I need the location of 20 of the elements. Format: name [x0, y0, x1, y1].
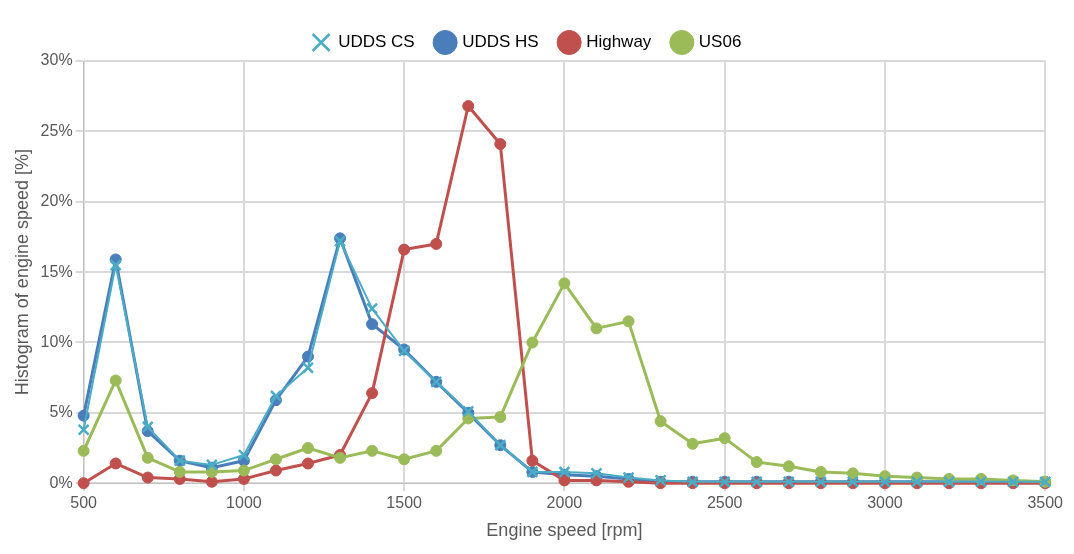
x-tick-label: 2000 [546, 494, 583, 512]
x-tick-label: 3500 [1027, 494, 1064, 512]
y-tick-label: 0% [49, 473, 73, 491]
legend-label: Highway [586, 32, 652, 52]
legend-label: UDDS HS [462, 32, 539, 52]
y-tick-label: 20% [40, 192, 73, 210]
y-tick-label: 10% [40, 332, 73, 350]
y-tick-label: 30% [40, 51, 73, 69]
legend-label: UDDS CS [338, 32, 415, 52]
x-tick-label: 500 [70, 494, 98, 512]
x-tick-label: 3000 [867, 494, 903, 512]
y-axis-title: Histogram of engine speed [%] [11, 149, 32, 396]
x-tick-label: 1000 [226, 494, 262, 512]
y-tick-label: 5% [49, 403, 73, 421]
y-tick-label: 25% [40, 121, 73, 139]
y-tick-label: 15% [40, 262, 73, 280]
x-axis-title: Engine speed [rpm] [486, 520, 643, 541]
legend-label: US06 [698, 32, 742, 52]
x-tick-label: 1500 [386, 494, 423, 512]
x-tick-label: 2500 [706, 494, 743, 512]
